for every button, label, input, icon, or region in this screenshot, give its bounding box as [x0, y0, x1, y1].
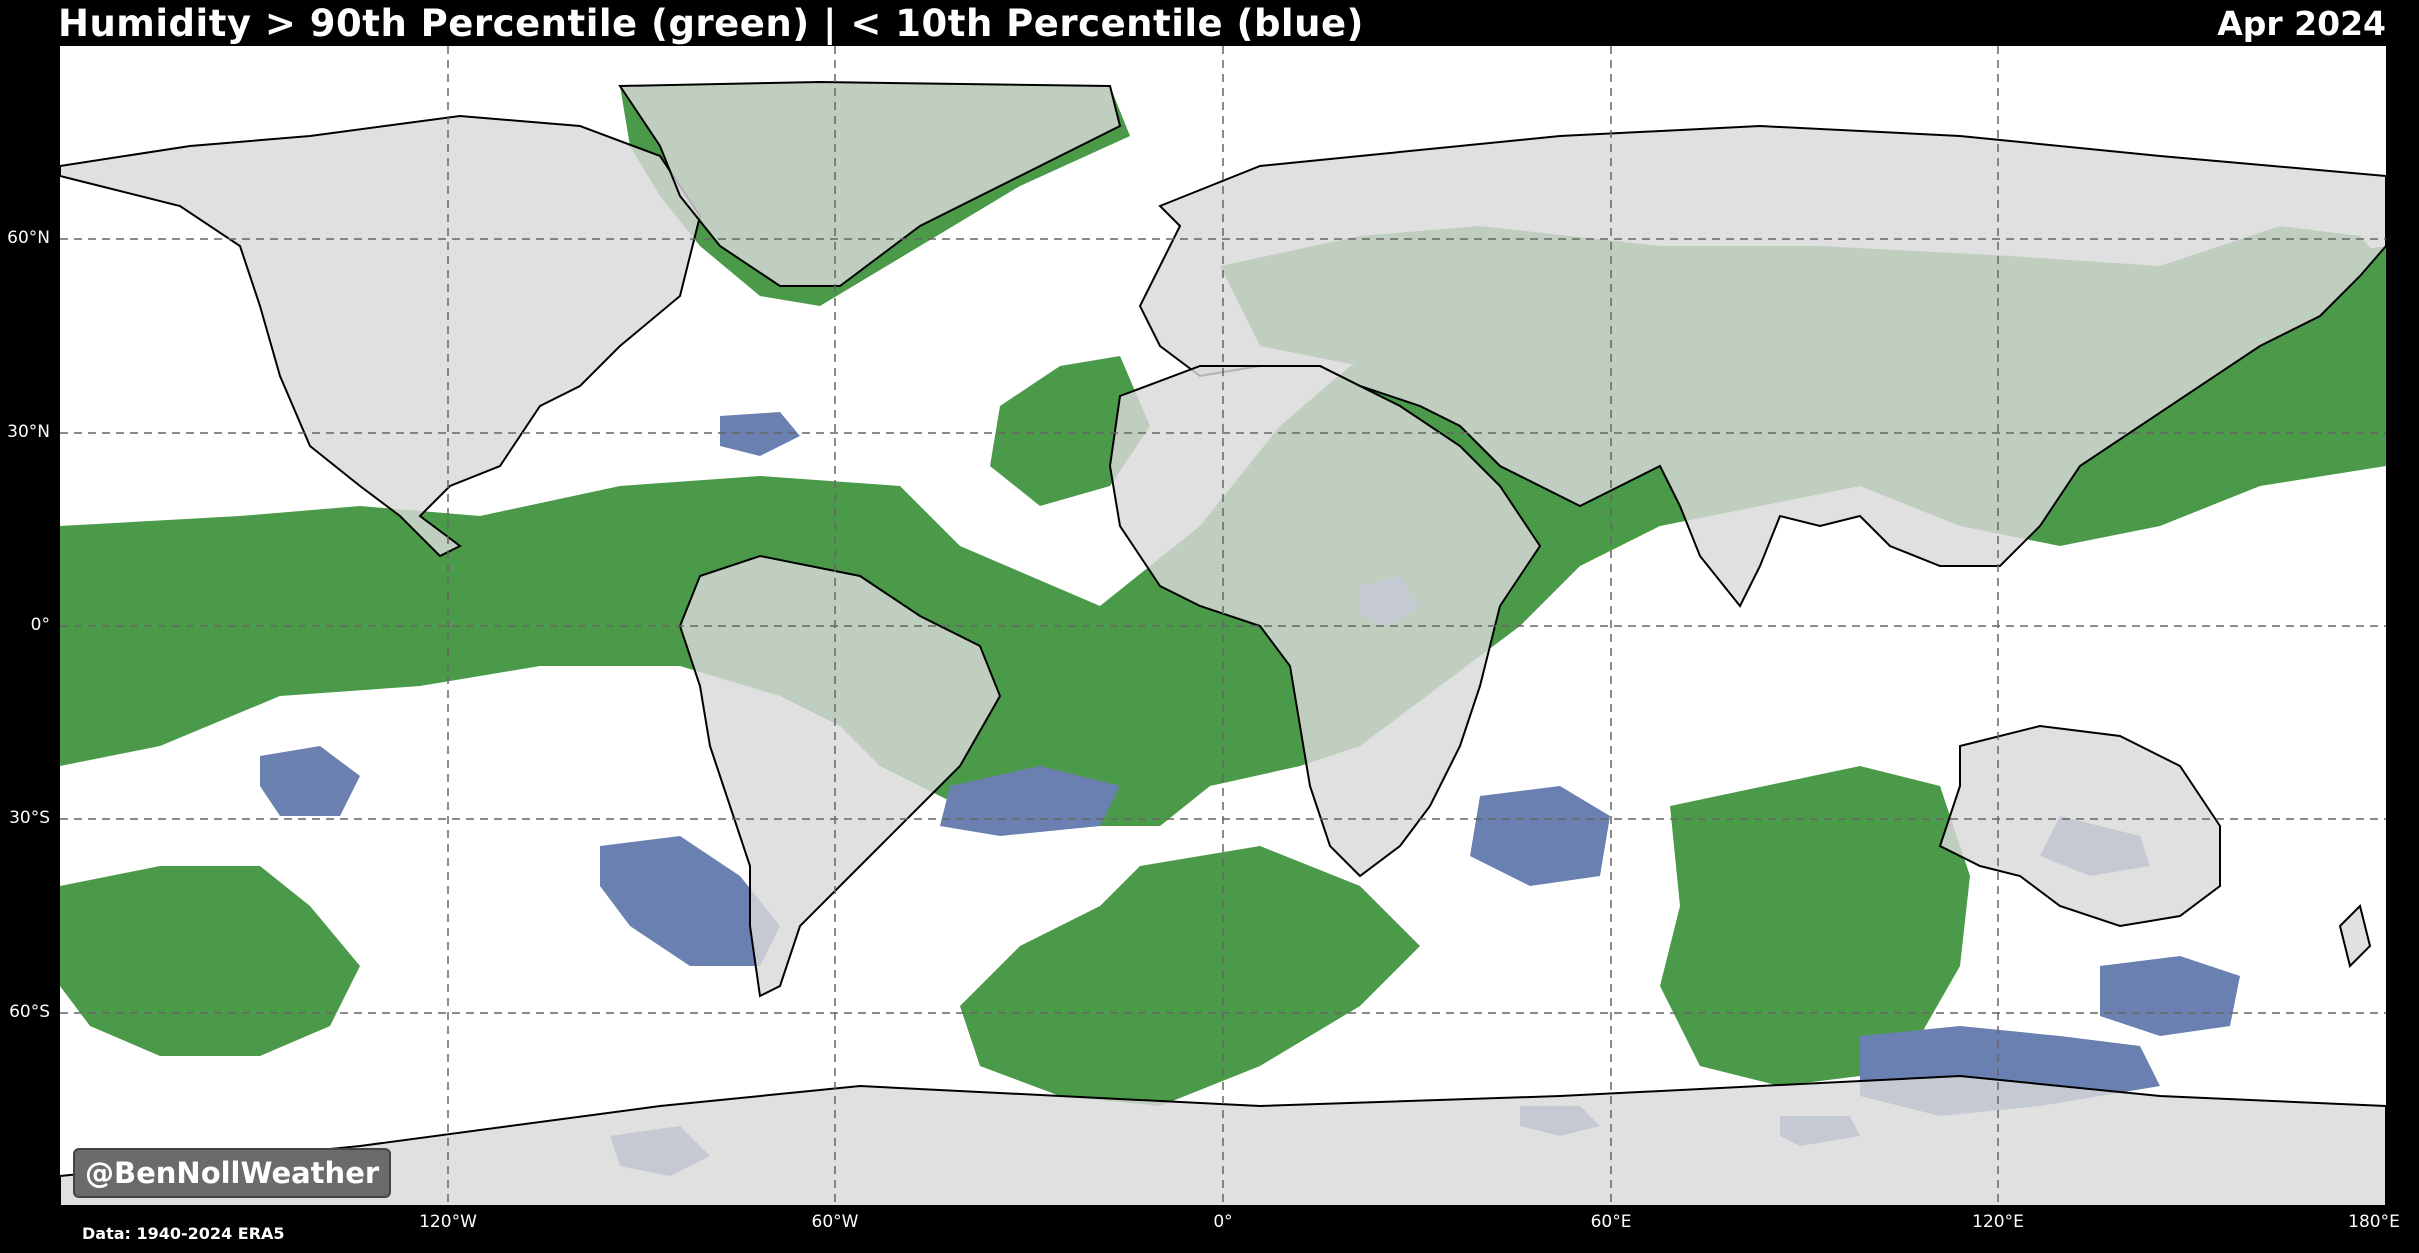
new-zealand: [2338, 904, 2372, 968]
north-america: [60, 114, 702, 558]
lon-label-60w: 60°W: [811, 1212, 859, 1232]
australia: [1938, 724, 2221, 928]
lon-label-0: 0°: [1213, 1212, 1233, 1232]
world-map: [60, 46, 2386, 1206]
land-masses: [60, 80, 2386, 1206]
lat-label-60s: 60°S: [9, 1002, 50, 1022]
south-america: [678, 554, 1002, 998]
graticule: [60, 46, 2386, 1206]
date-label: Apr 2024: [2217, 4, 2386, 43]
lon-label-120e: 120°E: [1972, 1212, 2024, 1232]
lat-label-30s: 30°S: [9, 808, 50, 828]
lat-label-equator: 0°: [30, 615, 50, 635]
lat-label-60n: 60°N: [7, 228, 50, 248]
lon-label-180e: 180°E: [2348, 1212, 2400, 1232]
lon-label-60e: 60°E: [1590, 1212, 1632, 1232]
map-title: Humidity > 90th Percentile (green) | < 1…: [58, 2, 1364, 45]
watermark-badge: @BenNollWeather: [73, 1148, 392, 1198]
data-source: Data: 1940-2024 ERA5: [82, 1224, 285, 1243]
lon-label-120w: 120°W: [419, 1212, 477, 1232]
greenland: [618, 80, 1122, 287]
lat-label-30n: 30°N: [7, 422, 50, 442]
